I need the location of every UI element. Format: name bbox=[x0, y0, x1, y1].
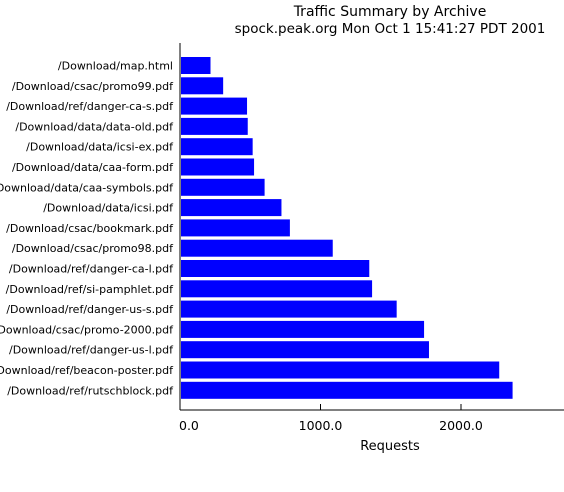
x-tick-label: 0.0 bbox=[179, 418, 199, 433]
bar bbox=[181, 77, 224, 95]
category-label: /Download/ref/si-pamphlet.pdf bbox=[6, 283, 174, 296]
category-label: /Download/csac/promo99.pdf bbox=[12, 80, 174, 93]
bar bbox=[181, 158, 255, 176]
bar bbox=[181, 199, 282, 217]
bar bbox=[181, 300, 397, 318]
category-label: /Download/ref/danger-ca-l.pdf bbox=[9, 263, 174, 276]
bar bbox=[181, 57, 211, 74]
chart-subtitle: spock.peak.org Mon Oct 1 15:41:27 PDT 20… bbox=[235, 21, 546, 37]
category-label: /Download/csac/bookmark.pdf bbox=[6, 222, 174, 235]
category-label: /Download/data/icsi.pdf bbox=[43, 202, 174, 215]
bar bbox=[181, 219, 290, 237]
bar bbox=[181, 138, 253, 156]
bar bbox=[181, 178, 265, 196]
category-label: /Download/ref/beacon-poster.pdf bbox=[0, 364, 174, 377]
category-label: /Download/csac/promo98.pdf bbox=[12, 242, 174, 255]
bar bbox=[181, 381, 513, 399]
bar bbox=[181, 260, 370, 277]
bar bbox=[181, 320, 425, 338]
x-ticks-group: 0.0 1000.0 2000.0 bbox=[179, 404, 483, 433]
category-label: /Download/csac/promo-2000.pdf bbox=[0, 323, 174, 336]
bar bbox=[181, 361, 500, 379]
category-label: /Download/data/icsi-ex.pdf bbox=[26, 141, 174, 154]
category-label: /Download/map.html bbox=[58, 60, 173, 73]
category-label: /Download/ref/danger-ca-s.pdf bbox=[6, 100, 174, 113]
category-label: /Download/data/caa-form.pdf bbox=[12, 161, 174, 174]
chart-title: Traffic Summary by Archive bbox=[293, 4, 487, 20]
bar bbox=[181, 117, 248, 135]
category-labels-group: /Download/map.html/Download/csac/promo99… bbox=[0, 60, 174, 398]
x-axis bbox=[179, 43, 564, 411]
category-label: /Download/data/caa-symbols.pdf bbox=[0, 181, 174, 194]
category-label: /Download/data/data-old.pdf bbox=[15, 120, 174, 133]
bar bbox=[181, 341, 429, 359]
category-label: /Download/ref/danger-us-s.pdf bbox=[6, 303, 174, 316]
bars-group bbox=[181, 57, 513, 399]
x-tick-label: 2000.0 bbox=[439, 418, 483, 433]
bar bbox=[181, 239, 333, 257]
category-label: /Download/ref/danger-us-l.pdf bbox=[9, 344, 174, 357]
category-label: /Download/ref/rutschblock.pdf bbox=[7, 384, 174, 397]
x-tick-label: 1000.0 bbox=[299, 418, 343, 433]
bar bbox=[181, 97, 248, 115]
x-axis-label: Requests bbox=[360, 439, 420, 454]
bar bbox=[181, 280, 373, 298]
